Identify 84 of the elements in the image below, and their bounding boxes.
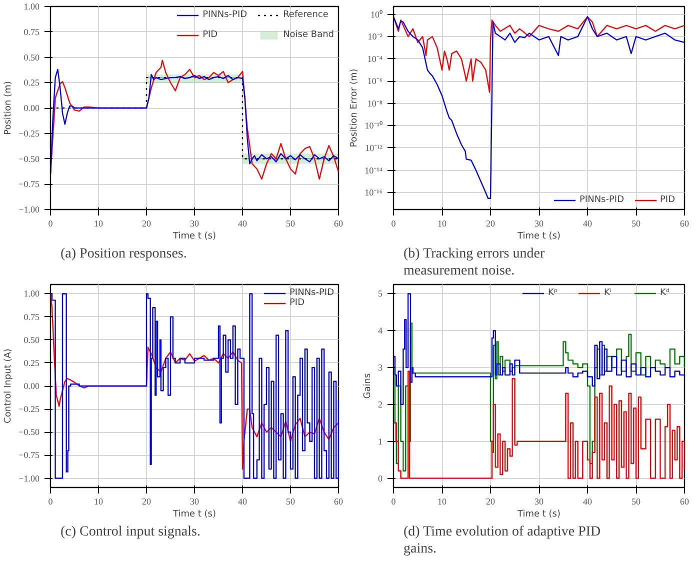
x-tick-label: 40 <box>583 218 592 228</box>
y-tick-label: 0.00 <box>24 381 40 391</box>
y-axis-title: Position (m) <box>4 81 14 135</box>
y-tick-label: 0.00 <box>24 103 40 113</box>
y-tick-label: 3 <box>378 362 383 373</box>
text: (b) Tracking errors under measurement noise. <box>404 246 545 278</box>
y-tick-label: 0.25 <box>24 358 40 368</box>
y-tick-label: −0.50 <box>18 427 40 438</box>
x-tick-label: 40 <box>238 496 248 506</box>
x-tick-label: 50 <box>286 496 296 506</box>
x-axis-title: Time t (s) <box>172 232 216 242</box>
y-tick-label: 1.00 <box>24 288 40 299</box>
x-axis-title: Time t (s) <box>516 232 561 242</box>
x-tick-label: 0 <box>391 496 396 506</box>
y-tick-label: 0.50 <box>24 334 40 345</box>
y-tick-label: 4 <box>378 326 383 336</box>
y-tick-label: −0.75 <box>18 179 40 190</box>
y-tick-label: 0.75 <box>24 26 40 37</box>
y-tick-label: 10⁻⁴ <box>367 54 383 64</box>
y-tick-label: 0 <box>378 473 383 484</box>
x-axis-title: Time t (s) <box>516 510 561 520</box>
x-tick-label: 50 <box>286 218 296 228</box>
y-tick-label: 1 <box>378 436 382 446</box>
x-tick-label: 50 <box>632 496 641 506</box>
legend-label: PINNs-PID <box>290 288 334 298</box>
text: (c) Control input signals. <box>60 524 200 540</box>
y-tick-label: 10⁻¹⁰ <box>364 120 383 131</box>
y-tick-label: 10⁻⁸ <box>367 98 383 108</box>
x-tick-label: 10 <box>438 218 447 228</box>
legend-label: Noise Band <box>283 30 334 40</box>
y-tick-label: 0.75 <box>24 312 40 322</box>
legend-label: PID <box>202 30 219 40</box>
y-tick-label: −1.00 <box>18 473 40 484</box>
x-tick-label: 20 <box>142 218 152 228</box>
legend-label: PID <box>660 195 676 205</box>
x-tick-label: 40 <box>238 218 248 228</box>
x-tick-label: 60 <box>680 218 690 228</box>
legend-label: Kᵈ <box>660 288 671 298</box>
y-tick-label: 0.25 <box>24 78 40 88</box>
x-tick-label: 10 <box>94 218 104 228</box>
legend-label: PINNs-PID <box>580 195 624 205</box>
y-tick-label: 10⁻² <box>368 32 383 42</box>
x-tick-label: 30 <box>534 496 544 506</box>
x-tick-label: 20 <box>486 218 496 228</box>
y-axis-title: Position Error (m) <box>350 68 360 148</box>
y-axis-title: Gains <box>363 373 373 399</box>
x-tick-label: 10 <box>438 496 447 506</box>
legend-label: PINNs-PID <box>202 10 248 20</box>
x-tick-label: 60 <box>334 496 344 506</box>
legend-label: Reference <box>283 10 328 20</box>
text: (a) Position responses. <box>60 246 187 262</box>
y-tick-label: 10⁻⁶ <box>367 76 383 86</box>
y-tick-label: 10⁰ <box>370 9 382 20</box>
y-tick-label: −1.00 <box>18 204 40 214</box>
x-tick-label: 0 <box>391 218 396 228</box>
y-tick-label: −0.50 <box>18 154 40 164</box>
y-tick-label: 2 <box>378 399 382 410</box>
y-tick-label: −0.25 <box>18 404 40 414</box>
y-tick-label: 0.50 <box>24 52 40 62</box>
x-tick-label: 40 <box>583 496 592 506</box>
y-tick-label: 1.00 <box>24 2 40 12</box>
legend-label: Kⁱ <box>604 288 613 298</box>
y-tick-label: 10⁻¹⁴ <box>364 165 383 176</box>
x-tick-label: 60 <box>334 218 344 228</box>
x-tick-label: 0 <box>48 496 54 506</box>
y-tick-label: −0.75 <box>18 450 40 460</box>
x-axis-title: Time t (s) <box>172 510 216 520</box>
x-tick-label: 20 <box>142 496 152 506</box>
x-tick-label: 30 <box>190 496 200 506</box>
y-tick-label: 10⁻¹⁶ <box>364 188 383 198</box>
x-tick-label: 50 <box>632 218 641 228</box>
legend-label: PID <box>290 298 306 308</box>
x-tick-label: 30 <box>534 218 544 228</box>
y-axis-title: Control Input (A) <box>4 348 14 424</box>
x-tick-label: 20 <box>486 496 496 506</box>
x-tick-label: 30 <box>190 218 200 228</box>
legend-label: Kᵖ <box>548 288 559 298</box>
y-tick-label: −0.25 <box>18 128 40 138</box>
x-tick-label: 0 <box>48 218 54 228</box>
y-tick-label: 5 <box>378 288 383 299</box>
x-tick-label: 10 <box>94 496 104 506</box>
y-tick-label: 10⁻¹² <box>365 142 383 153</box>
text: (d) Time evolution of adaptive PID gains. <box>404 524 601 556</box>
x-tick-label: 60 <box>680 496 690 506</box>
